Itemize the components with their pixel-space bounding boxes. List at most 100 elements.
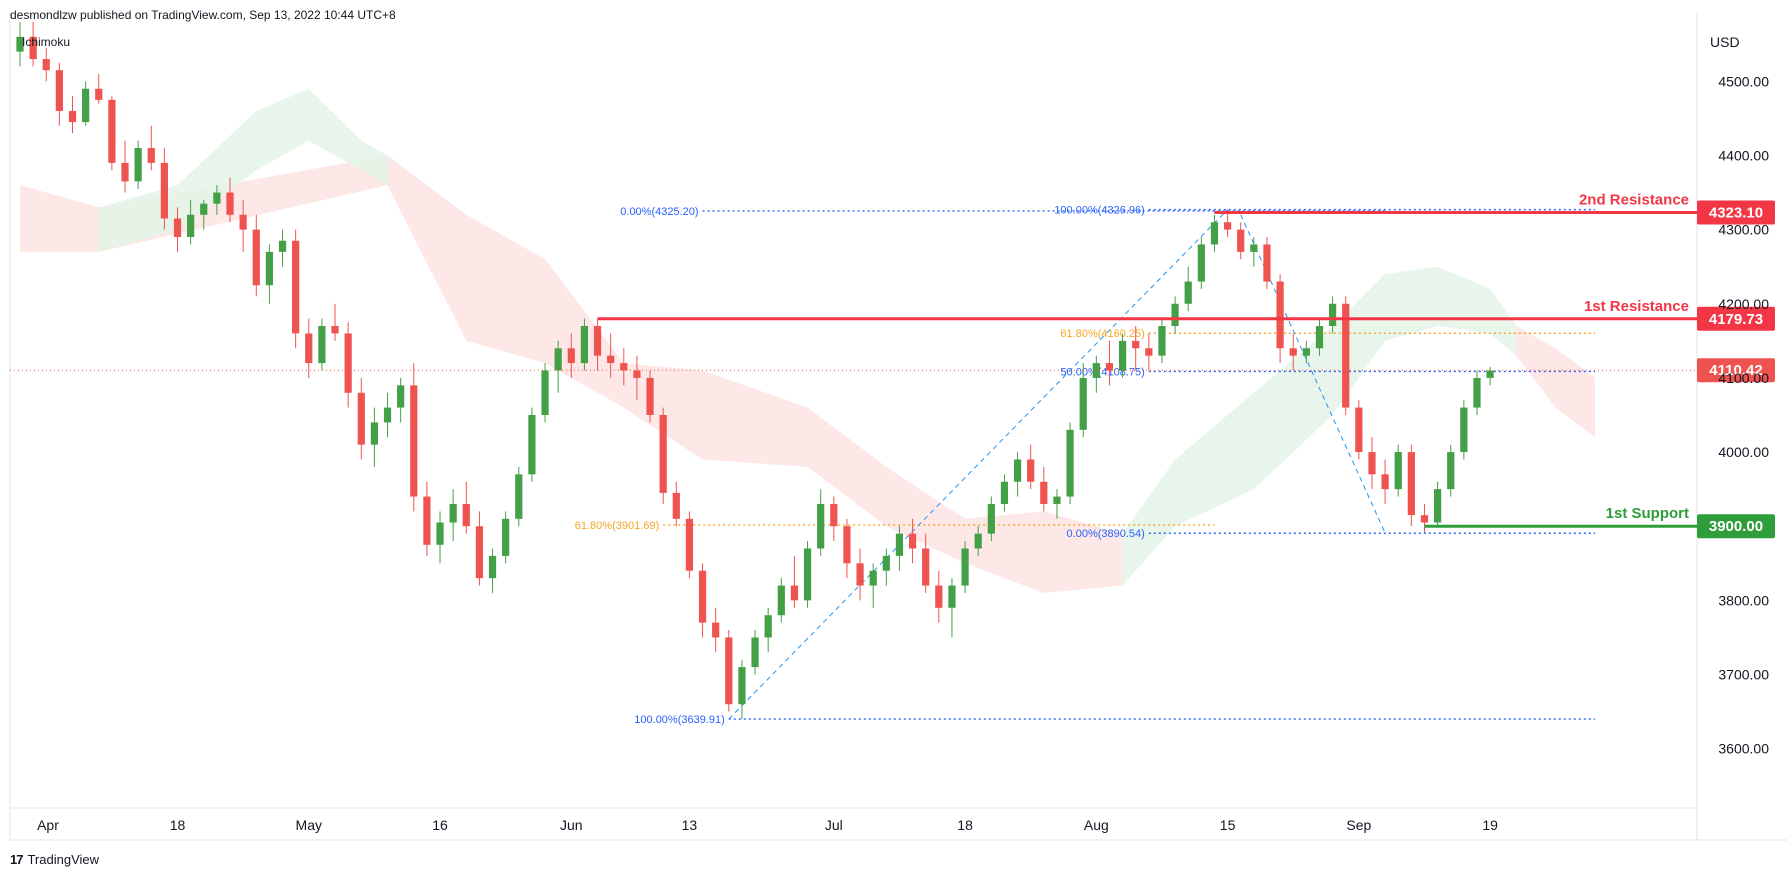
candle [948, 578, 956, 638]
candle-body [410, 385, 418, 497]
time-tick: Aug [1084, 817, 1109, 833]
candle-body [436, 522, 444, 545]
candle-body [725, 637, 733, 705]
candle-body [1079, 377, 1087, 430]
candle [502, 511, 510, 564]
candle-body [633, 370, 641, 378]
candle-body [55, 70, 63, 111]
candle-body [974, 533, 982, 549]
time-axis: Apr 18 May 16 Jun 13 Jul 18 Aug 15 Sep 19 [37, 817, 1498, 833]
candle-body [948, 585, 956, 608]
candle [16, 22, 24, 67]
candle-body [1000, 481, 1009, 504]
time-tick: 15 [1220, 817, 1236, 833]
candle-body [1328, 303, 1337, 327]
tradingview-brand: 17 TradingView [10, 852, 99, 867]
candle [803, 541, 812, 608]
level-badge-text: 3900.00 [1709, 518, 1763, 535]
candle [1263, 237, 1271, 289]
candle [1145, 333, 1153, 371]
brand-label: TradingView [27, 852, 100, 867]
candle [357, 377, 365, 460]
candle-body [278, 240, 287, 252]
level-badge-text: 4179.73 [1709, 311, 1763, 328]
chart-frame [9, 12, 1787, 841]
trend-line [1240, 214, 1386, 534]
candle-body [187, 214, 195, 238]
candle-body [764, 615, 772, 638]
candle [108, 96, 116, 171]
candle [882, 548, 890, 586]
candle-body [1302, 348, 1310, 356]
candle [200, 199, 208, 230]
candle [1066, 422, 1074, 504]
fib-label: 50.00%(4108.75) [1060, 366, 1144, 378]
candle-body [357, 392, 365, 445]
candle-body [646, 377, 654, 415]
candle-body [1289, 348, 1297, 356]
candlestick-series [16, 22, 1494, 720]
candle [790, 555, 799, 608]
candle [1079, 363, 1087, 438]
candle [226, 177, 234, 223]
candle [331, 303, 339, 341]
candle-body [987, 503, 995, 534]
candle-body [672, 492, 680, 519]
candle-body [830, 503, 838, 527]
level-badge [1697, 514, 1775, 539]
candle [764, 607, 772, 653]
candle-body [935, 585, 943, 608]
candle-body [1381, 474, 1389, 490]
candle-body [843, 526, 851, 564]
candle-body [1315, 326, 1324, 349]
candle [987, 496, 995, 542]
candle [672, 481, 680, 527]
price-axis: USD 4500.00 4400.00 4300.00 4200.00 4100.00 40… [1710, 34, 1769, 757]
fib-label: 61.80%(4160.25) [1060, 328, 1144, 340]
candle [1460, 400, 1468, 460]
candle-body [147, 148, 155, 163]
candle [1315, 318, 1324, 356]
candle [712, 607, 720, 653]
candle-body [1040, 481, 1048, 504]
candle [895, 526, 904, 571]
candle-body [817, 503, 825, 549]
candle-body [751, 637, 759, 668]
candle-body [331, 326, 339, 334]
candle [1132, 326, 1140, 371]
cloud-green-2 [1122, 266, 1517, 586]
level-label: 1st Resistance [1584, 298, 1689, 315]
cloud-green-1 [98, 88, 388, 252]
candle [698, 563, 707, 638]
price-tick: 3600.00 [1718, 741, 1769, 757]
candle [974, 526, 982, 556]
candle-body [1237, 229, 1245, 252]
candle [554, 340, 562, 393]
candle [42, 47, 50, 82]
candle-body [134, 148, 142, 182]
candle [620, 348, 628, 386]
candle-body [567, 348, 575, 364]
candle-body [961, 548, 969, 586]
time-tick: 18 [170, 817, 186, 833]
last-price-text: 4110.42 [1709, 362, 1762, 379]
candle [1486, 366, 1494, 386]
last-price-badge [1697, 358, 1775, 383]
candle [173, 207, 182, 252]
candle-body [541, 370, 549, 415]
candle-body [397, 385, 405, 408]
candle [1158, 318, 1166, 364]
candle [397, 377, 405, 423]
price-tick: 4100.00 [1718, 370, 1769, 386]
tradingview-logo-icon: 17 [10, 852, 24, 867]
candle-body [16, 36, 24, 52]
candle-body [908, 533, 917, 549]
candle-body [1171, 303, 1179, 327]
currency-label: USD [1710, 34, 1740, 50]
candle-body [1197, 244, 1205, 282]
candle [187, 199, 195, 245]
candle-body [1250, 244, 1258, 252]
candle-body [252, 229, 260, 286]
candle [383, 392, 392, 438]
